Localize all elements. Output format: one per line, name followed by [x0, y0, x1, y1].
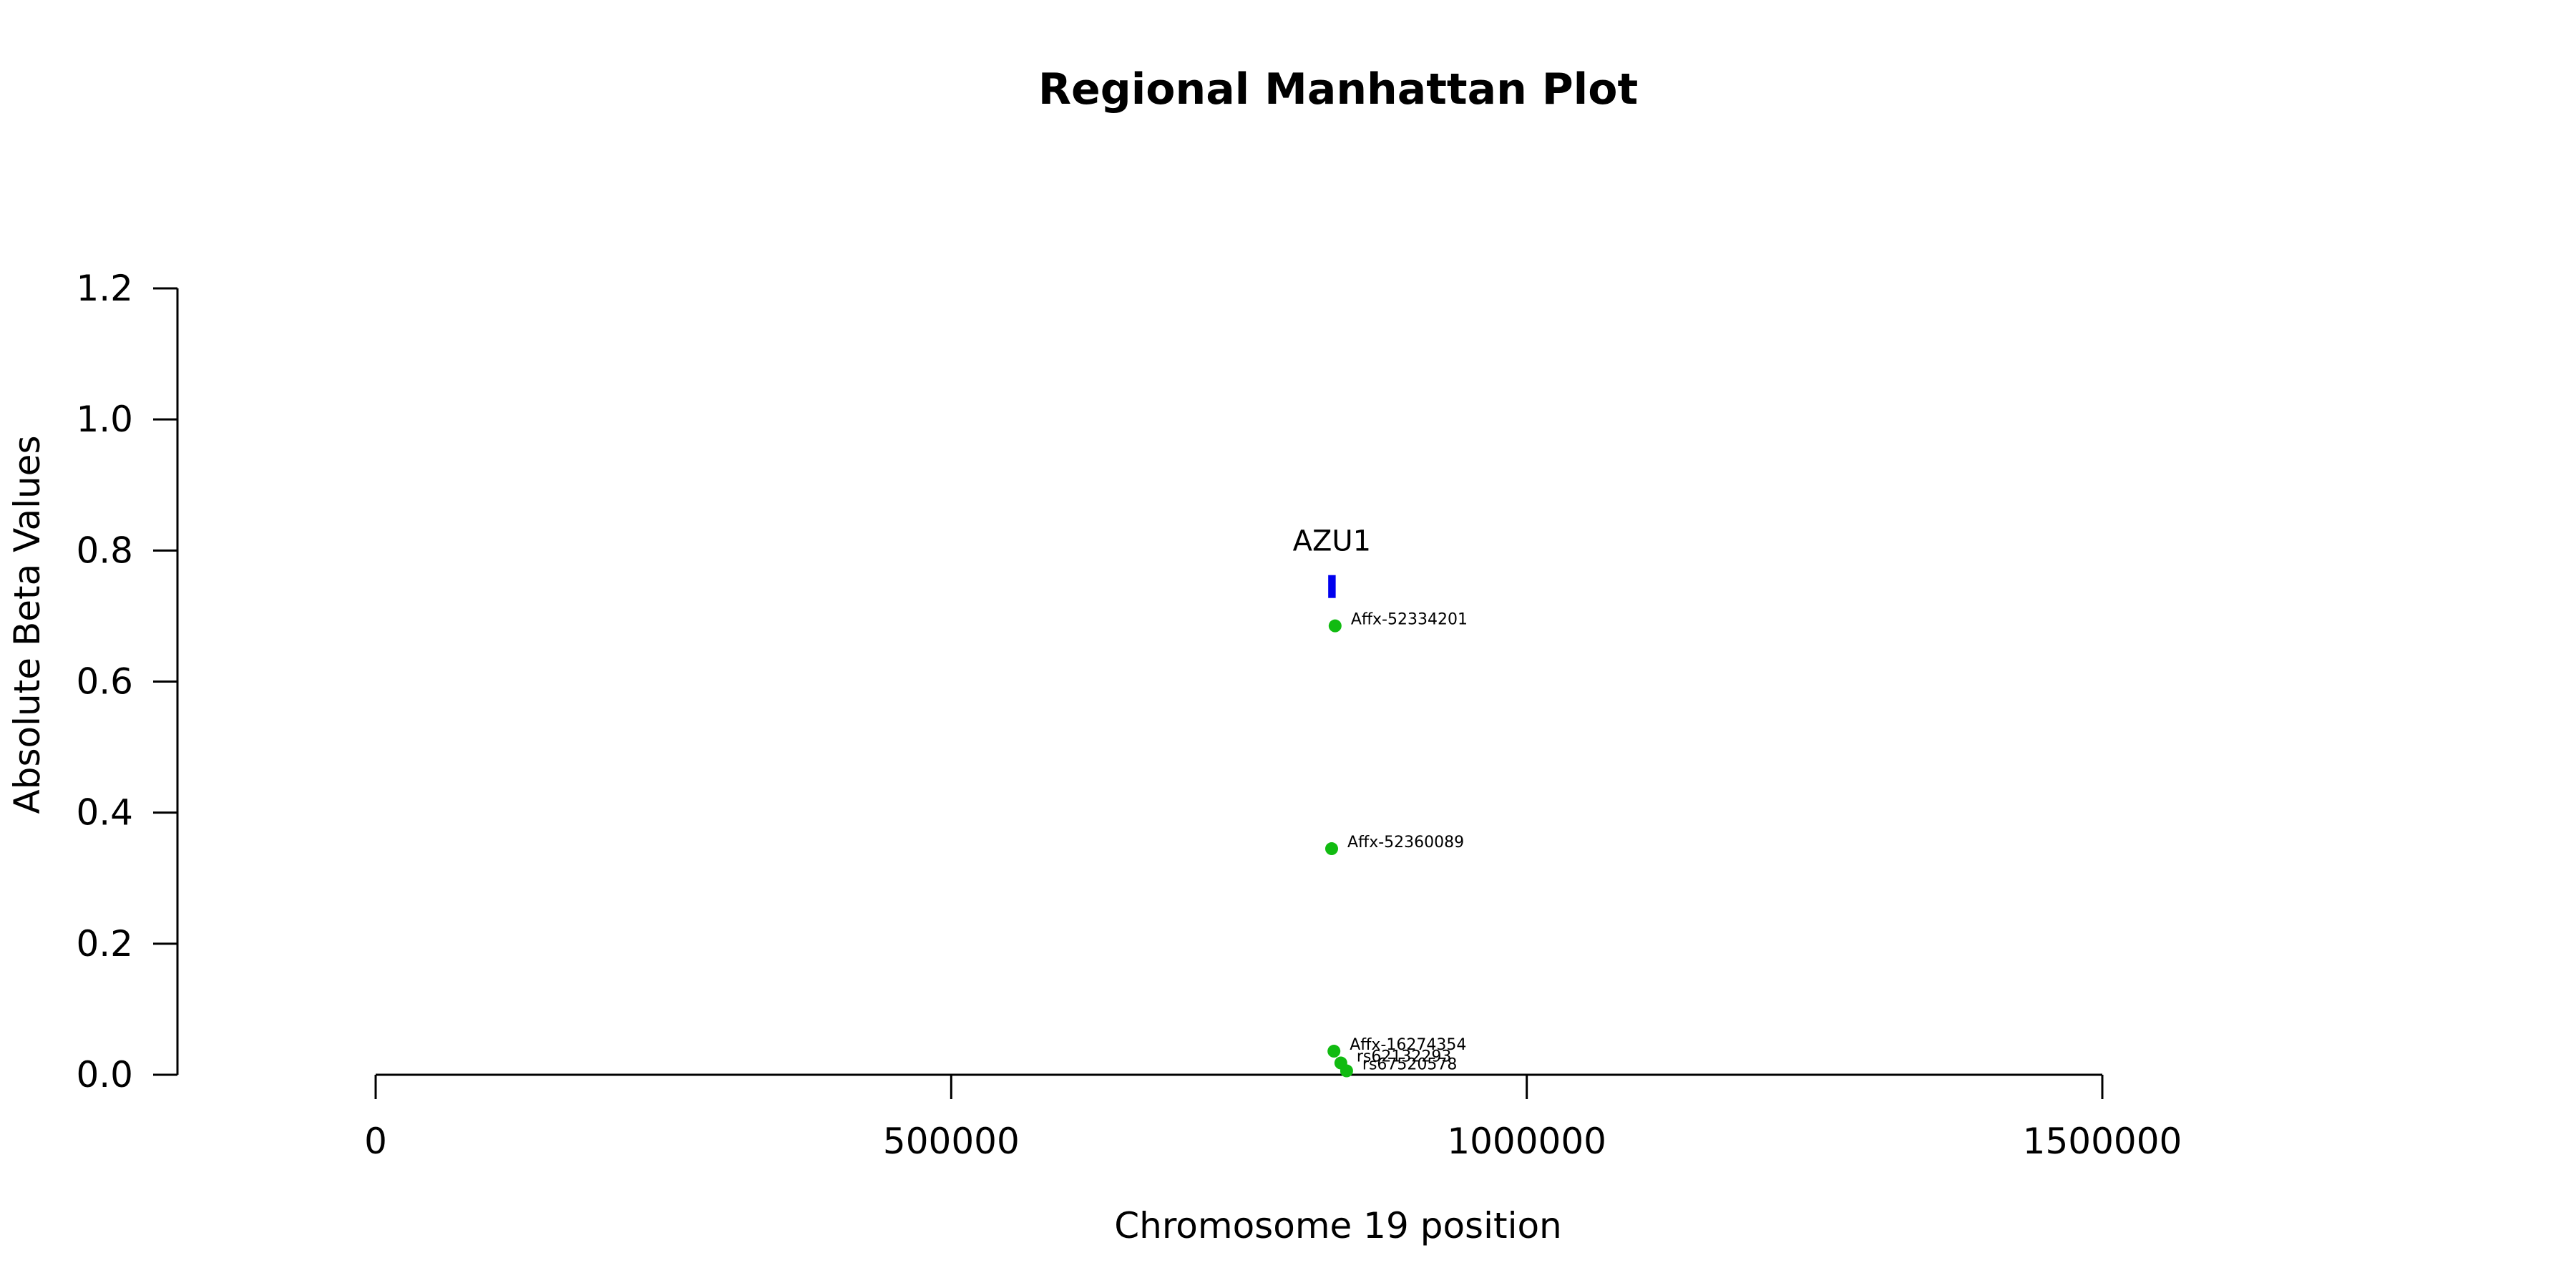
- y-axis-label: Absolute Beta Values: [6, 436, 48, 814]
- snp-point: [1340, 1064, 1353, 1078]
- snp-label: Affx-52334201: [1351, 611, 1468, 629]
- snp-label: rs67520578: [1362, 1056, 1457, 1074]
- x-tick-label: 1000000: [1447, 1121, 1606, 1162]
- y-tick-label: 1.2: [76, 268, 133, 309]
- snp-point: [1328, 619, 1342, 633]
- snp-points: Affx-52334201Affx-52360089Affx-16274354r…: [1324, 611, 1468, 1078]
- y-tick-label: 0.6: [76, 661, 133, 703]
- x-axis-label: Chromosome 19 position: [1114, 1205, 1562, 1246]
- snp-label: rs62132293: [1357, 1048, 1451, 1066]
- y-tick-label: 0.8: [76, 530, 133, 571]
- y-tick-label: 0.2: [76, 923, 133, 965]
- snp-point: [1324, 842, 1338, 856]
- y-axis: 0.0 0.2 0.4 0.6 0.8 1.0 1.2: [76, 268, 179, 1096]
- x-tick-label: 0: [364, 1121, 387, 1162]
- y-tick-label: 0.4: [76, 792, 133, 834]
- y-tick-label: 0.0: [76, 1054, 133, 1096]
- x-tick-label: 1500000: [2023, 1121, 2182, 1162]
- y-tick-label: 1.0: [76, 399, 133, 440]
- gene-label: AZU1: [1293, 525, 1372, 558]
- x-axis: 0 500000 1000000 1500000: [364, 1073, 2182, 1162]
- chart-title: Regional Manhattan Plot: [1038, 64, 1638, 114]
- snp-point: [1327, 1045, 1341, 1058]
- gene-bar: [1328, 575, 1336, 598]
- snp-label: Affx-52360089: [1347, 834, 1464, 852]
- x-tick-label: 500000: [883, 1121, 1020, 1162]
- snp-label: Affx-16274354: [1350, 1036, 1466, 1054]
- gene-track: AZU1: [1293, 525, 1372, 598]
